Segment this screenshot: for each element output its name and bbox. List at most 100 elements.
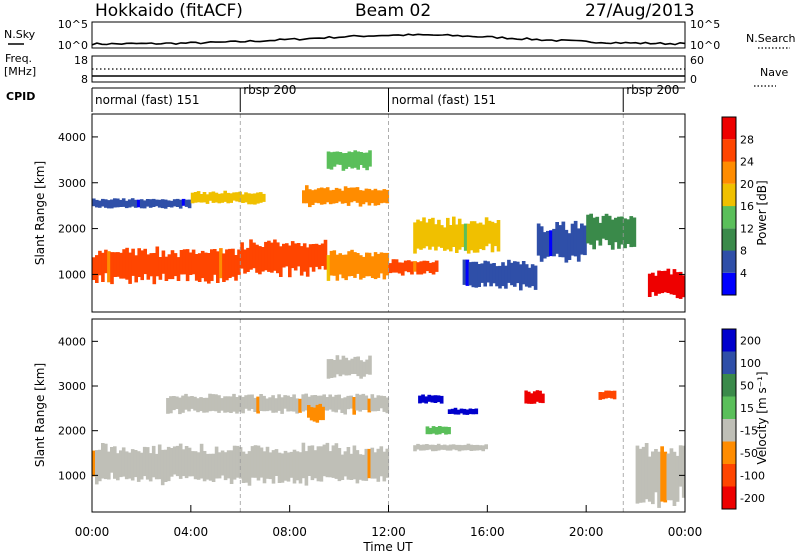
- heatmap-cell: [538, 390, 542, 403]
- y-tick-label: 3000: [58, 177, 86, 190]
- heatmap-cell: [376, 395, 381, 411]
- heatmap-cell: [169, 200, 174, 208]
- heatmap-cell: [295, 398, 299, 414]
- heatmap-cell: [361, 454, 366, 481]
- heatmap-cell: [328, 190, 333, 205]
- heatmap-cell: [364, 448, 369, 481]
- nsky-bottom-tick: 10^0: [58, 39, 88, 52]
- heatmap-cell: [273, 239, 277, 271]
- heatmap-cell: [385, 189, 390, 204]
- colorbar-tick-label: 100: [740, 357, 761, 370]
- heatmap-cell: [359, 152, 363, 165]
- heatmap-cell: [92, 450, 96, 477]
- heatmap-cell: [151, 445, 156, 478]
- heatmap-cell: [335, 151, 340, 165]
- heatmap-cell: [370, 190, 375, 204]
- heatmap-cell: [318, 403, 322, 421]
- heatmap-cell: [341, 355, 346, 375]
- heatmap-cell: [267, 240, 271, 272]
- heatmap-cell: [367, 448, 372, 479]
- heatmap-cell: [455, 224, 459, 253]
- heatmap-cell: [178, 199, 183, 209]
- heatmap-cell: [172, 396, 176, 411]
- colorbar-tick-label: -100: [740, 469, 765, 482]
- heatmap-cell: [107, 451, 111, 480]
- heatmap-cell: [368, 150, 372, 167]
- heatmap-cell: [472, 445, 477, 451]
- heatmap-cell: [457, 218, 462, 250]
- heatmap-cell: [617, 216, 621, 249]
- heatmap-cell: [567, 233, 572, 260]
- heatmap-cell: [163, 449, 168, 482]
- heatmap-cell: [332, 360, 337, 378]
- heatmap-cell: [349, 395, 353, 409]
- heatmap-cell: [598, 222, 603, 246]
- cpid-label: CPID: [6, 90, 35, 103]
- heatmap-cell: [356, 253, 360, 274]
- heatmap-cell: [210, 249, 214, 281]
- heatmap-cell: [341, 153, 346, 171]
- heatmap-cell: [632, 217, 637, 247]
- heatmap-cell: [490, 221, 495, 253]
- heatmap-cell: [228, 248, 232, 278]
- heatmap-cell: [178, 397, 182, 415]
- heatmap-cell: [346, 395, 350, 410]
- heatmap-cell: [644, 443, 649, 500]
- heatmap-cell: [367, 188, 372, 206]
- heatmap-cell: [320, 243, 325, 266]
- heatmap-cell: [256, 192, 260, 204]
- freq-unit-label: [MHz]: [4, 65, 36, 78]
- heatmap-cell: [681, 275, 685, 298]
- heatmap-cell: [484, 217, 489, 247]
- heatmap-cell: [196, 452, 201, 480]
- heatmap-cell: [125, 247, 129, 280]
- heatmap-cell: [654, 275, 658, 296]
- colorbar-tick-label: 16: [740, 200, 754, 213]
- heatmap-cell: [113, 252, 117, 277]
- heatmap-cell: [101, 198, 105, 207]
- heatmap-cell: [666, 453, 671, 501]
- heatmap-cell: [116, 252, 120, 277]
- heatmap-cell: [157, 444, 162, 480]
- date-title: 27/Aug/2013: [585, 1, 695, 21]
- heatmap-cell: [175, 396, 179, 409]
- heatmap-cell: [536, 223, 541, 256]
- heatmap-cell: [672, 269, 677, 295]
- heatmap-cell: [95, 199, 99, 208]
- heatmap-cell: [249, 239, 253, 270]
- heatmap-cell: [187, 396, 191, 412]
- heatmap-cell: [200, 250, 205, 279]
- heatmap-cell: [214, 192, 219, 203]
- heatmap-cell: [222, 253, 226, 282]
- power-heatmap: [92, 114, 685, 312]
- freq-label: Freq.: [5, 52, 32, 65]
- heatmap-cell: [364, 188, 369, 203]
- y-tick-label: 1000: [58, 469, 86, 482]
- heatmap-cell: [326, 255, 331, 281]
- heatmap-cell: [280, 397, 284, 414]
- heatmap-cell: [313, 450, 318, 479]
- heatmap-cell: [211, 191, 216, 203]
- heatmap-cell: [338, 253, 342, 275]
- heatmap-cell: [151, 198, 156, 207]
- heatmap-cell: [225, 249, 229, 281]
- heatmap-cell: [382, 189, 387, 203]
- cpid-segment-label: normal (fast) 151: [392, 93, 496, 107]
- heatmap-cell: [601, 392, 605, 400]
- heatmap-cell: [424, 396, 428, 404]
- heatmap-cell: [259, 394, 263, 411]
- heatmap-cell: [326, 151, 331, 169]
- heatmap-cell: [308, 244, 313, 268]
- colorbar-tick-label: -15: [740, 424, 758, 437]
- heatmap-cell: [235, 445, 240, 478]
- heatmap-cell: [465, 409, 470, 415]
- heatmap-cell: [98, 449, 102, 482]
- heatmap-cell: [641, 446, 646, 503]
- heatmap-cell: [316, 446, 321, 482]
- heatmap-cell: [352, 187, 357, 202]
- heatmap-cell: [657, 451, 661, 508]
- colorbar-swatch: [722, 419, 736, 442]
- heatmap-cell: [229, 396, 233, 413]
- heatmap-cell: [292, 449, 297, 484]
